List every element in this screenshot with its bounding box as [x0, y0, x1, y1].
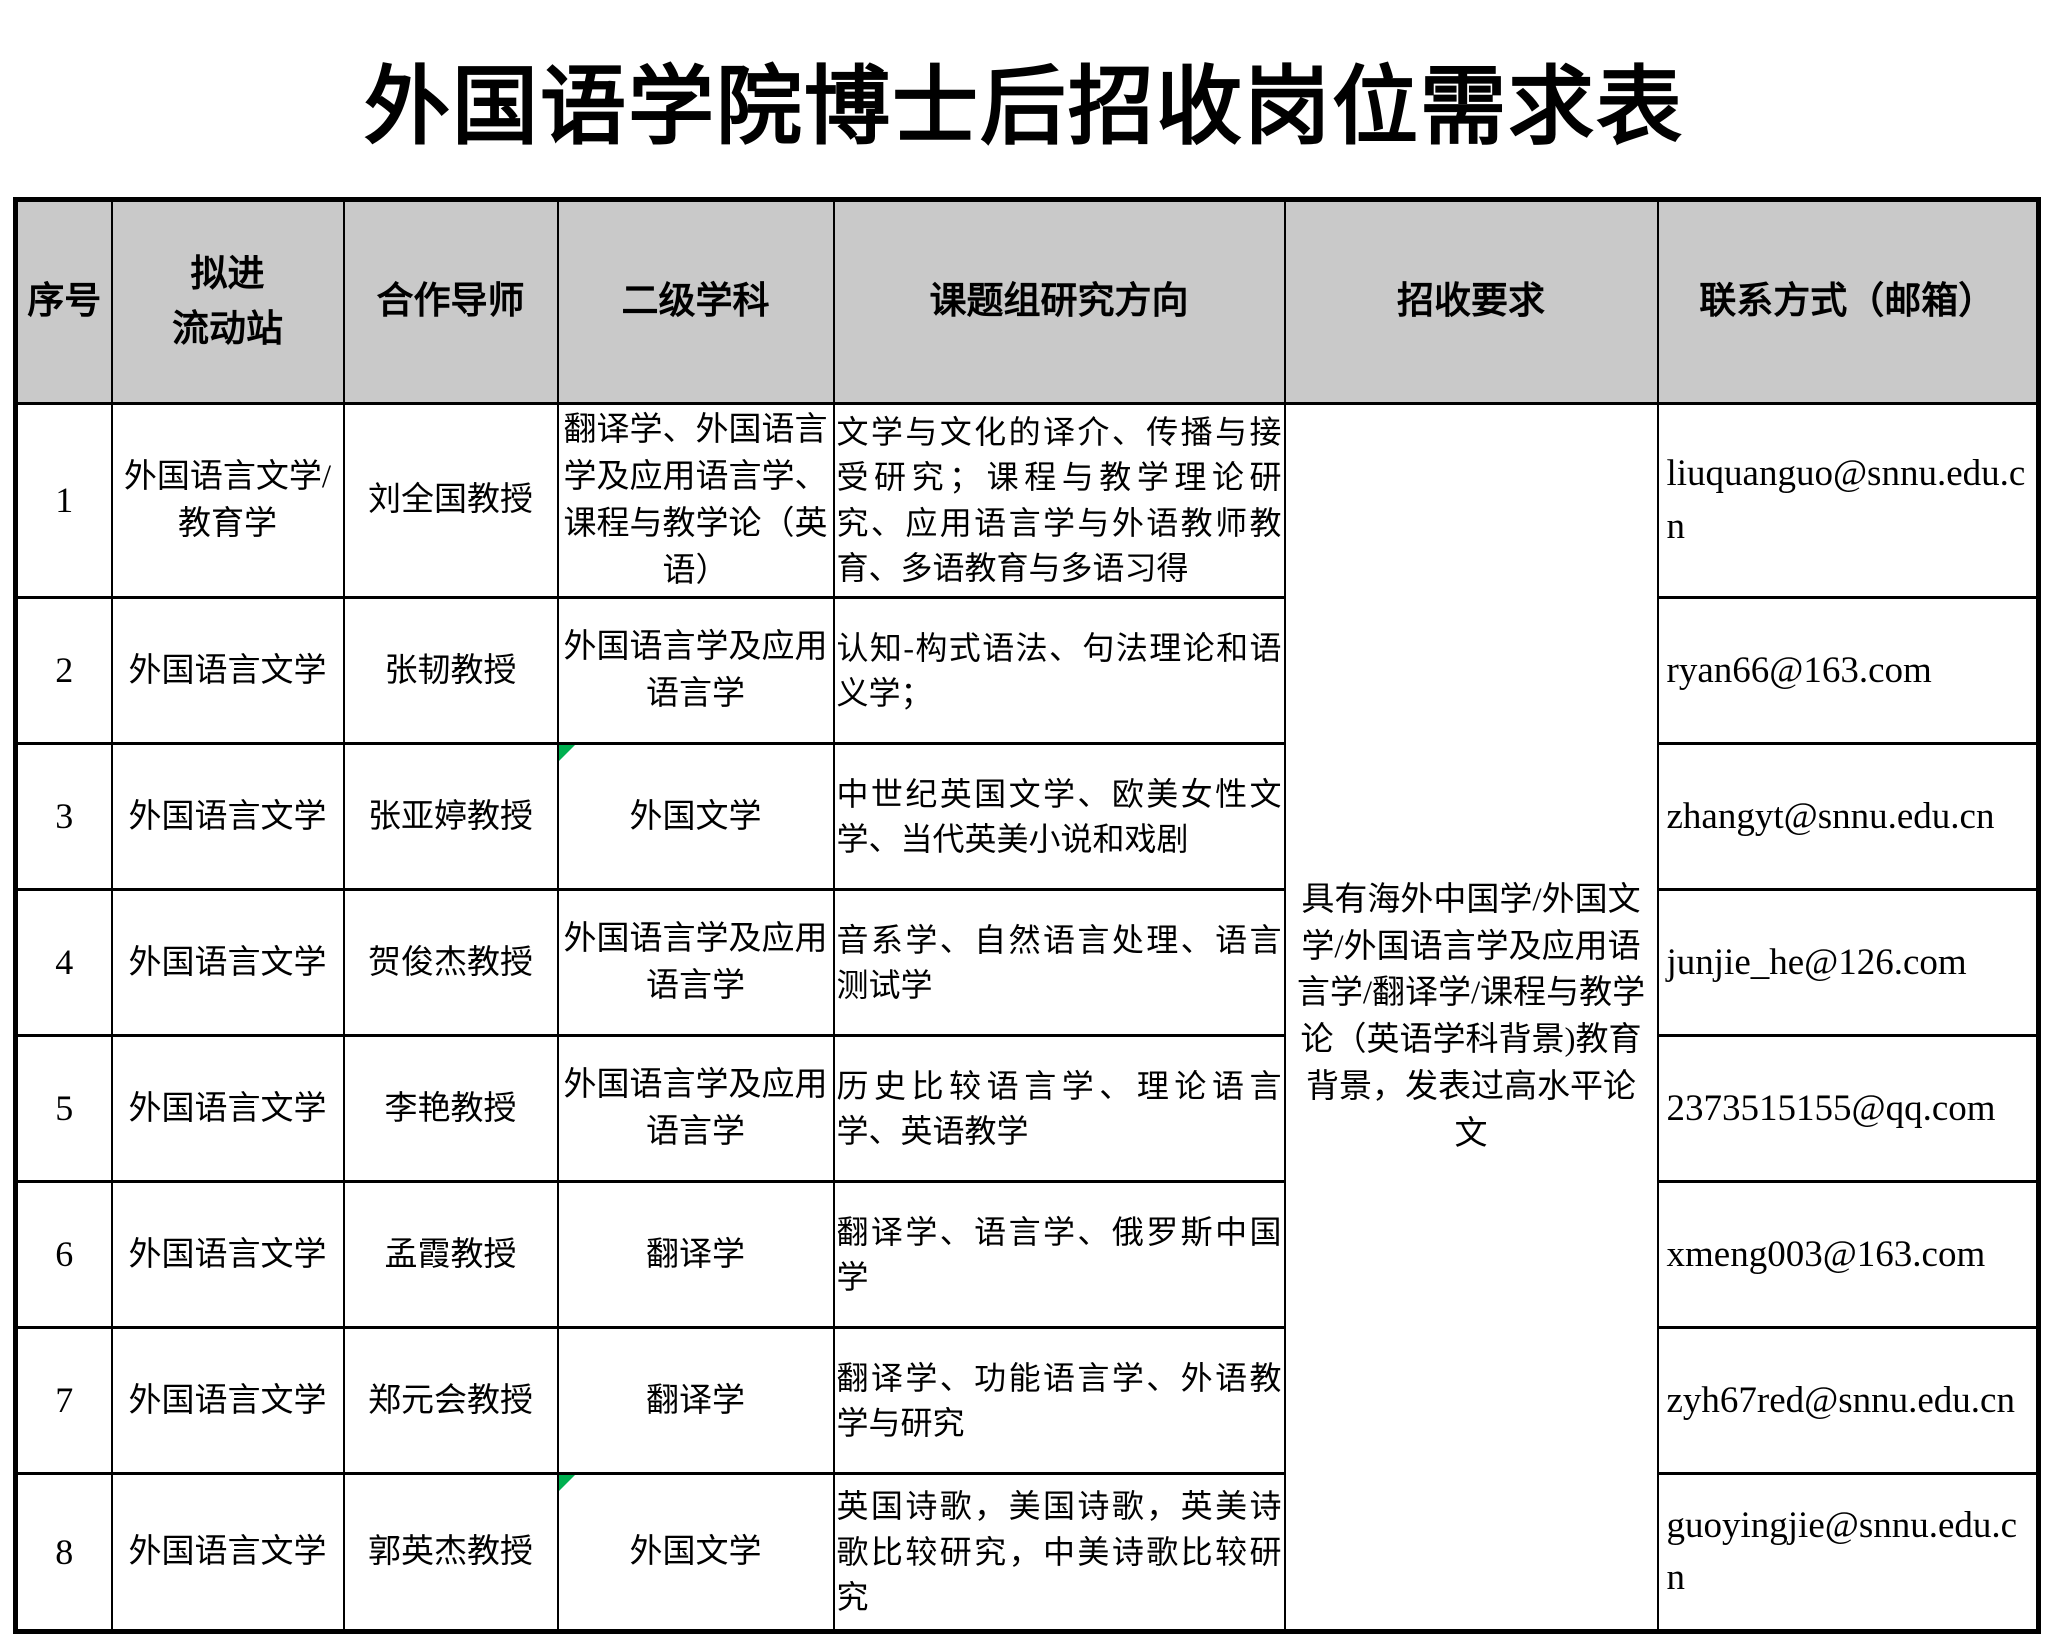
discipline-cell: 外国文学 — [556, 1472, 835, 1634]
col-header-requirement: 招收要求 — [1283, 198, 1659, 405]
row-number: 4 — [14, 888, 113, 1038]
mentor-cell: 李艳教授 — [342, 1034, 559, 1184]
col-header-station: 拟进 流动站 — [110, 198, 345, 405]
table-row: 8 外国语言文学 郭英杰教授 外国文学 英国诗歌，美国诗歌，英美诗歌比较研究，中… — [14, 1472, 2040, 1634]
discipline-cell: 外国语言学及应用语言学 — [556, 596, 835, 746]
station-cell: 外国语言文学 — [110, 1034, 345, 1184]
station-cell: 外国语言文学 — [110, 742, 345, 892]
email-cell: xmeng003@163.com — [1656, 1180, 2040, 1330]
email-cell: ryan66@163.com — [1656, 596, 2040, 746]
discipline-text: 外国文学 — [629, 798, 762, 835]
email-cell: zyh67red@snnu.edu.cn — [1656, 1326, 2040, 1476]
excel-flag-icon — [558, 745, 575, 762]
email-cell: junjie_he@126.com — [1656, 888, 2040, 1038]
mentor-cell: 孟霞教授 — [342, 1180, 559, 1330]
research-cell: 文学与文化的译介、传播与接受研究；课程与教学理论研究、应用语言学与外语教师教育、… — [832, 401, 1286, 600]
email-cell: zhangyt@snnu.edu.cn — [1656, 742, 2040, 892]
col-header-mentor: 合作导师 — [342, 198, 559, 405]
excel-flag-icon — [558, 1475, 575, 1492]
recruitment-table: 序号 拟进 流动站 合作导师 二级学科 课题组研究方向 招收要求 联系方式（邮箱… — [13, 197, 2041, 1634]
table-row: 6 外国语言文学 孟霞教授 翻译学 翻译学、语言学、俄罗斯中国学 xmeng00… — [14, 1180, 2040, 1330]
header-row: 序号 拟进 流动站 合作导师 二级学科 课题组研究方向 招收要求 联系方式（邮箱… — [14, 198, 2040, 405]
station-cell: 外国语言文学 — [110, 1180, 345, 1330]
row-number: 2 — [14, 596, 113, 746]
research-cell: 历史比较语言学、理论语言学、英语教学 — [832, 1034, 1286, 1184]
requirement-cell: 具有海外中国学/外国文学/外国语言学及应用语言学/翻译学/课程与教学论（英语学科… — [1283, 401, 1659, 1634]
row-number: 7 — [14, 1326, 113, 1476]
mentor-cell: 张韧教授 — [342, 596, 559, 746]
table-row: 1 外国语言文学/教育学 刘全国教授 翻译学、外国语言学及应用语言学、课程与教学… — [14, 401, 2040, 1634]
email-cell: guoyingjie@snnu.edu.cn — [1656, 1472, 2040, 1634]
discipline-cell: 翻译学 — [556, 1326, 835, 1476]
title-bar: 外国语学院博士后招收岗位需求表 — [0, 0, 2048, 197]
email-cell: 2373515155@qq.com — [1656, 1034, 2040, 1184]
table-row: 7 外国语言文学 郑元会教授 翻译学 翻译学、功能语言学、外语教学与研究 zyh… — [14, 1326, 2040, 1476]
discipline-text: 外国文学 — [629, 1534, 762, 1570]
col-header-research: 课题组研究方向 — [832, 198, 1286, 405]
row-number: 5 — [14, 1034, 113, 1184]
research-cell: 认知-构式语法、句法理论和语义学； — [832, 596, 1286, 746]
email-cell: liuquanguo@snnu.edu.cn — [1656, 401, 2040, 600]
row-number: 8 — [14, 1472, 113, 1634]
table-row: 2 外国语言文学 张韧教授 外国语言学及应用语言学 认知-构式语法、句法理论和语… — [14, 596, 2040, 746]
mentor-cell: 张亚婷教授 — [342, 742, 559, 892]
mentor-cell: 郭英杰教授 — [342, 1472, 559, 1634]
discipline-cell: 外国文学 — [556, 742, 835, 892]
page-title: 外国语学院博士后招收岗位需求表 — [364, 59, 1684, 155]
station-cell: 外国语言文学 — [110, 1472, 345, 1634]
discipline-cell: 外国语言学及应用语言学 — [556, 1034, 835, 1184]
station-cell: 外国语言文学 — [110, 596, 345, 746]
row-number: 6 — [14, 1180, 113, 1330]
station-cell: 外国语言文学 — [110, 1326, 345, 1476]
research-cell: 中世纪英国文学、欧美女性文学、当代英美小说和戏剧 — [832, 742, 1286, 892]
table-row: 3 外国语言文学 张亚婷教授 外国文学 中世纪英国文学、欧美女性文学、当代英美小… — [14, 742, 2040, 892]
mentor-cell: 刘全国教授 — [342, 401, 559, 600]
table-row: 5 外国语言文学 李艳教授 外国语言学及应用语言学 历史比较语言学、理论语言学、… — [14, 1034, 2040, 1184]
station-cell: 外国语言文学 — [110, 888, 345, 1038]
mentor-cell: 郑元会教授 — [342, 1326, 559, 1476]
col-header-no: 序号 — [14, 198, 113, 405]
discipline-cell: 外国语言学及应用语言学 — [556, 888, 835, 1038]
research-cell: 英国诗歌，美国诗歌，英美诗歌比较研究，中美诗歌比较研究 — [832, 1472, 1286, 1634]
research-cell: 音系学、自然语言处理、语言测试学 — [832, 888, 1286, 1038]
research-cell: 翻译学、语言学、俄罗斯中国学 — [832, 1180, 1286, 1330]
row-number: 1 — [14, 401, 113, 600]
col-header-discipline: 二级学科 — [556, 198, 835, 405]
discipline-cell: 翻译学、外国语言学及应用语言学、课程与教学论（英语） — [556, 401, 835, 600]
table-row: 4 外国语言文学 贺俊杰教授 外国语言学及应用语言学 音系学、自然语言处理、语言… — [14, 888, 2040, 1038]
col-header-contact: 联系方式（邮箱） — [1656, 198, 2040, 405]
station-cell: 外国语言文学/教育学 — [110, 401, 345, 600]
discipline-cell: 翻译学 — [556, 1180, 835, 1330]
mentor-cell: 贺俊杰教授 — [342, 888, 559, 1038]
research-cell: 翻译学、功能语言学、外语教学与研究 — [832, 1326, 1286, 1476]
row-number: 3 — [14, 742, 113, 892]
